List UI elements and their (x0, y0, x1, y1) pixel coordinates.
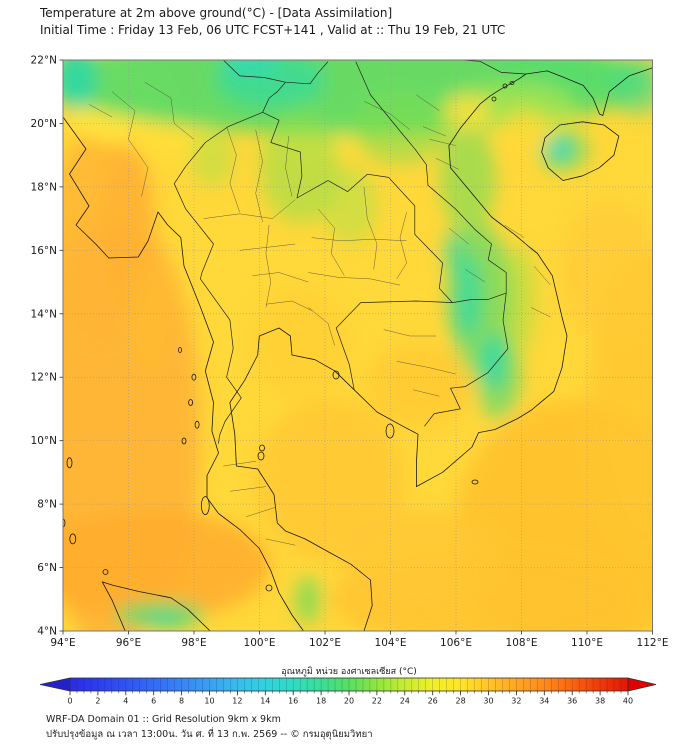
lon-tick-label: 94°E (50, 637, 75, 649)
title-block: Temperature at 2m above ground(°C) - [Da… (40, 5, 505, 39)
coastline-mainland-west (63, 116, 304, 631)
lon-tick-label: 112°E (637, 637, 669, 649)
lat-tick-label: 10°N (31, 435, 57, 447)
colorbar-min-arrow (39, 677, 71, 692)
lat-tick-label: 16°N (31, 245, 57, 257)
lon-tick-label: 104°E (375, 637, 407, 649)
colorbar-tick-label: 32 (511, 697, 521, 706)
colorbar-ticks (69, 691, 629, 696)
colorbar: อุณหภูมิ หน่วย องศาเซลเซียส (°C) 0 2 4 6 8 10… (39, 666, 657, 706)
colorbar-tick-label: 6 (151, 697, 156, 706)
colorbar-tick-label: 30 (483, 697, 493, 706)
lon-tick-label: 100°E (244, 637, 276, 649)
lat-tick-label: 22°N (31, 55, 57, 67)
colorbar-label: อุณหภูมิ หน่วย องศาเซลเซียส (°C) (281, 666, 417, 677)
colorbar-tick-label: 26 (428, 697, 438, 706)
colorbar-tick-label: 28 (456, 697, 466, 706)
grid-lines (63, 60, 653, 631)
lat-tick-label: 4°N (37, 626, 57, 638)
lat-tick-label: 6°N (37, 562, 57, 574)
footer-update-info: ปรับปรุงข้อมูล ณ เวลา 13:00น. วัน ศ. ที่… (46, 729, 373, 740)
colorbar-segment-lines (76, 678, 622, 691)
figure-subtitle: Initial Time : Friday 13 Feb, 06 UTC FCS… (40, 23, 506, 37)
lat-tick-label: 18°N (31, 181, 57, 193)
colorbar-tick-label: 34 (539, 697, 549, 706)
province-borders (89, 82, 551, 546)
colorbar-tick-label: 14 (260, 697, 270, 706)
lon-tick-label: 110°E (571, 637, 603, 649)
colorbar-tick-label: 22 (372, 697, 382, 706)
lat-tick-label: 20°N (31, 118, 57, 130)
colorbar-tick-label: 2 (95, 697, 100, 706)
map-frame (62, 59, 653, 632)
country-borders (173, 60, 526, 444)
colorbar-tick-label: 0 (67, 697, 72, 706)
footer-block: WRF-DA Domain 01 :: Grid Resolution 9km … (46, 712, 373, 742)
colorbar-tick-label: 38 (595, 697, 605, 706)
coastline-sumatra (101, 581, 211, 631)
lat-tick-label: 8°N (37, 499, 57, 511)
colorbar-tick-labels: 0 2 4 6 8 10 12 14 16 18 20 22 24 26 28 30 32 34 36 38 40 (67, 697, 633, 706)
coastline-mainland-east (229, 67, 653, 631)
lat-tick-label: 14°N (31, 308, 57, 320)
colorbar-tick-label: 20 (344, 697, 354, 706)
colorbar-tick-label: 12 (232, 697, 242, 706)
colorbar-tick-label: 36 (567, 697, 577, 706)
colorbar-tick-label: 24 (400, 697, 410, 706)
lat-tick-label: 12°N (31, 372, 57, 384)
colorbar-tick-label: 40 (623, 697, 633, 706)
colorbar-tick-label: 4 (123, 697, 128, 706)
axis-ticks (59, 59, 653, 635)
colorbar-tick-label: 8 (179, 697, 184, 706)
colorbar-tick-label: 16 (288, 697, 298, 706)
lon-tick-label: 108°E (506, 637, 538, 649)
footer-domain-info: WRF-DA Domain 01 :: Grid Resolution 9km … (46, 714, 281, 725)
temperature-field (63, 60, 653, 631)
lon-tick-label: 106°E (440, 637, 472, 649)
colorbar-max-arrow (627, 677, 657, 692)
colorbar-tick-label: 10 (204, 697, 214, 706)
coastlines (63, 67, 653, 631)
lon-tick-label: 102°E (309, 637, 341, 649)
lon-tick-label: 98°E (181, 637, 206, 649)
lon-tick-label: 96°E (116, 637, 141, 649)
coastline-hainan (541, 121, 620, 181)
colorbar-tick-label: 18 (316, 697, 326, 706)
small-islands (63, 81, 515, 592)
figure-title: Temperature at 2m above ground(°C) - [Da… (40, 6, 393, 20)
axis-labels: 94°E 96°E 98°E 100°E 102°E 104°E 106°E 108°E 110… (31, 55, 669, 650)
